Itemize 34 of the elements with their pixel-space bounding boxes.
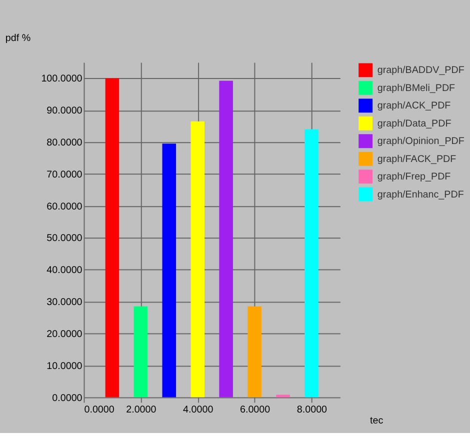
- x-tick-label: 2.0000: [126, 404, 157, 416]
- y-tick-label: 30.0000: [46, 297, 83, 308]
- y-tick-label: 10.0000: [46, 360, 83, 372]
- bar: [248, 306, 262, 398]
- bar: [219, 80, 233, 398]
- bar: [304, 129, 318, 398]
- y-tick-label: 80.0000: [46, 138, 83, 149]
- bar: [276, 394, 290, 398]
- y-tick-label: 20.0000: [46, 328, 83, 340]
- y-tick-label: 90.0000: [46, 106, 83, 117]
- legend-label: graph/FACK_PDF: [377, 154, 456, 165]
- x-tick-label: 0.0000: [84, 404, 115, 416]
- bar: [190, 121, 205, 398]
- legend-label: graph/Opinion_PDF: [377, 136, 464, 148]
- legend-label: graph/Enhanc_PDF: [377, 189, 464, 200]
- x-axis-title: tec: [370, 415, 384, 426]
- y-tick-label: 0.0000: [52, 392, 83, 404]
- x-tick-label: 8.0000: [296, 404, 328, 416]
- legend-label: graph/Data_PDF: [377, 118, 452, 130]
- y-tick-label: 40.0000: [46, 265, 83, 276]
- y-tick-label: 60.0000: [46, 201, 83, 212]
- x-tick-label: 6.0000: [240, 404, 271, 416]
- legend-label: graph/ACK_PDF: [377, 100, 451, 112]
- y-tick-label: 70.0000: [46, 169, 83, 180]
- bar: [134, 306, 148, 398]
- y-axis-title: pdf %: [5, 33, 31, 44]
- y-tick-label: 100.0000: [41, 74, 83, 85]
- bar: [162, 144, 176, 398]
- y-tick-label: 50.0000: [46, 233, 83, 244]
- bar: [105, 78, 120, 398]
- legend-label: graph/Frep_PDF: [377, 172, 451, 183]
- legend-label: graph/BMeli_PDF: [377, 82, 456, 94]
- x-tick-label: 4.0000: [183, 404, 214, 416]
- legend-label: graph/BADDV_PDF: [377, 65, 464, 76]
